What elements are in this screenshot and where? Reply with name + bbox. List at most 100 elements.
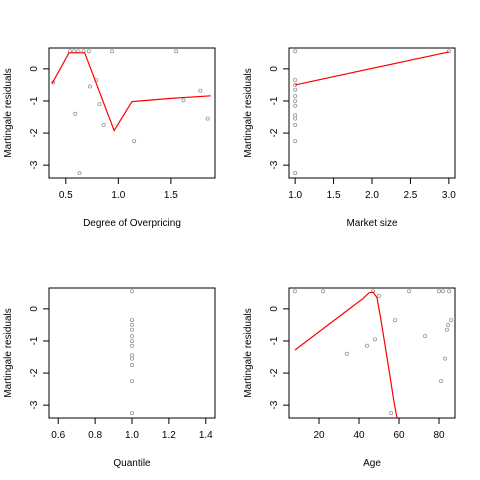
data-point <box>129 322 134 327</box>
data-point <box>129 338 134 343</box>
data-point <box>364 343 369 348</box>
data-point <box>101 123 106 128</box>
data-point <box>110 49 115 54</box>
y-tick-label: -2 <box>269 128 280 137</box>
data-point <box>198 88 203 93</box>
data-point <box>392 318 397 323</box>
smooth-curve <box>51 52 211 132</box>
x-axis-label: Quantile <box>113 458 151 469</box>
x-tick-label: 1.4 <box>199 430 213 441</box>
y-tick-label: -1 <box>269 336 280 345</box>
data-point <box>77 171 82 176</box>
y-tick-label: -3 <box>29 400 40 409</box>
data-point <box>174 49 179 54</box>
data-point <box>344 351 349 356</box>
y-tick-label: -3 <box>269 160 280 169</box>
data-point <box>87 84 92 89</box>
data-point <box>129 356 134 361</box>
y-tick-label: -1 <box>29 96 40 105</box>
data-point <box>129 334 134 339</box>
x-tick-label: 40 <box>353 430 365 441</box>
data-point <box>438 379 443 384</box>
data-point <box>293 171 298 176</box>
x-tick-label: 60 <box>393 430 405 441</box>
y-tick-label: -3 <box>29 160 40 169</box>
y-tick-label: -1 <box>269 96 280 105</box>
x-axis-label: Market size <box>346 218 398 229</box>
y-axis-label: Martingale residuals <box>3 68 14 158</box>
y-tick-label: -2 <box>29 128 40 137</box>
data-point <box>129 343 134 348</box>
data-point <box>372 337 377 342</box>
panel-quantile: Quantile Martingale residuals 0.6 0.8 1.0 1… <box>3 287 216 469</box>
panel-overpricing: Degree of Overpricing Martingale residua… <box>3 47 216 229</box>
data-point <box>446 289 451 294</box>
y-axis-label: Martingale residuals <box>243 308 254 398</box>
x-tick-label: 1.5 <box>327 190 341 201</box>
data-point <box>129 411 134 416</box>
data-point <box>293 116 298 121</box>
data-point <box>293 78 298 83</box>
x-tick-label: 1.2 <box>162 430 176 441</box>
y-tick-label: 0 <box>269 306 280 312</box>
x-axis-label: Degree of Overpricing <box>83 218 181 229</box>
y-tick-label: -3 <box>269 400 280 409</box>
x-tick-label: 80 <box>433 430 445 441</box>
data-point <box>448 318 453 323</box>
x-tick-label: 3.0 <box>442 190 456 201</box>
data-point <box>293 139 298 144</box>
plot-frame <box>288 287 456 419</box>
data-point <box>376 294 381 299</box>
data-point <box>442 356 447 361</box>
x-tick-label: 2.0 <box>365 190 379 201</box>
data-point <box>406 289 411 294</box>
data-point <box>293 98 298 103</box>
data-point <box>132 139 137 144</box>
data-point <box>293 87 298 92</box>
panel-market-size: Market size Martingale residuals 1.0 1.5 2… <box>243 47 456 229</box>
data-point <box>205 116 210 121</box>
x-tick-label: 1.5 <box>164 190 178 201</box>
x-tick-label: 0.6 <box>51 430 65 441</box>
data-point <box>293 103 298 108</box>
data-point <box>444 327 449 332</box>
data-point <box>446 49 451 54</box>
data-point <box>436 289 441 294</box>
smooth-curve <box>294 291 398 418</box>
x-tick-label: 1.0 <box>125 430 139 441</box>
data-point <box>86 49 91 54</box>
x-tick-label: 1.0 <box>288 190 302 201</box>
data-point <box>129 379 134 384</box>
data-point <box>440 289 445 294</box>
data-point <box>445 322 450 327</box>
data-point <box>320 289 325 294</box>
data-point <box>422 334 427 339</box>
x-tick-label: 0.8 <box>88 430 102 441</box>
data-point <box>73 111 78 116</box>
plot-frame <box>48 47 216 179</box>
x-tick-label: 20 <box>313 430 325 441</box>
x-tick-label: 0.5 <box>59 190 73 201</box>
data-point <box>388 411 393 416</box>
data-point <box>97 102 102 107</box>
y-tick-label: 0 <box>29 306 40 312</box>
smooth-curve <box>294 51 450 86</box>
data-point <box>129 318 134 323</box>
y-tick-label: -1 <box>29 336 40 345</box>
y-axis-label: Martingale residuals <box>243 68 254 158</box>
y-axis-label: Martingale residuals <box>3 308 14 398</box>
y-tick-label: 0 <box>269 66 280 72</box>
x-axis-label: Age <box>363 458 381 469</box>
data-point <box>293 94 298 99</box>
data-point <box>293 123 298 128</box>
y-tick-label: 0 <box>29 66 40 72</box>
data-point <box>181 98 186 103</box>
x-tick-label: 2.5 <box>403 190 417 201</box>
y-tick-label: -2 <box>29 368 40 377</box>
data-point <box>129 327 134 332</box>
data-point <box>129 363 134 368</box>
data-point <box>292 289 297 294</box>
x-tick-label: 1.0 <box>111 190 125 201</box>
panel-age: Age Martingale residuals 20 40 60 80 0 -1 -2 -3 <box>243 287 456 469</box>
